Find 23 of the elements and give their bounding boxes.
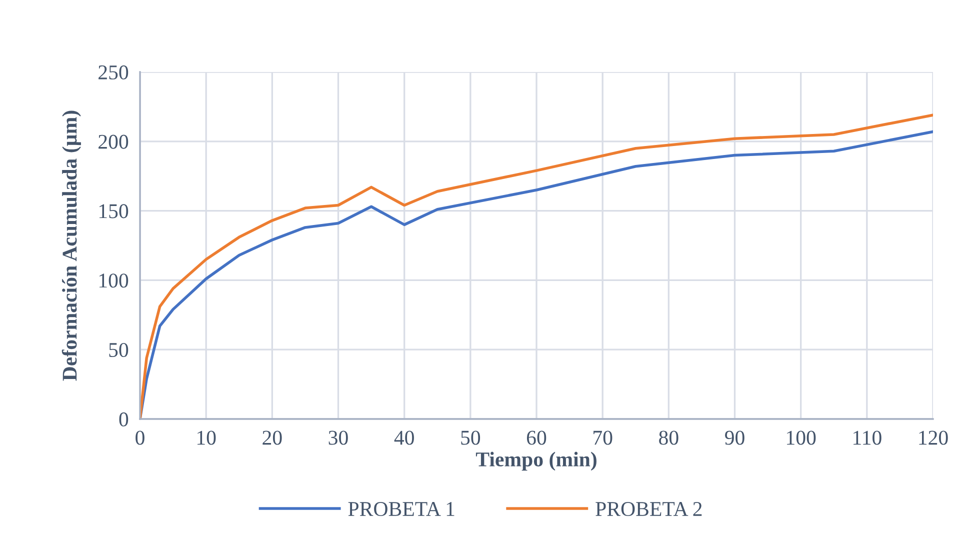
x-tick-label: 80	[659, 430, 678, 445]
x-tick-label: 90	[725, 430, 744, 445]
x-tick-label: 10	[198, 430, 216, 445]
x-tick-label: 20	[262, 430, 282, 445]
x-tick-label: 0	[136, 430, 144, 445]
x-axis-title: Tiempo (min)	[476, 452, 596, 471]
x-tick-label: 120	[919, 430, 948, 445]
x-tick-label: 110	[854, 430, 882, 445]
x-tick-label: 50	[461, 430, 480, 445]
legend-label: PROBETA 2	[596, 502, 702, 516]
x-tick-label: 70	[594, 430, 612, 445]
x-tick-label: 30	[328, 430, 348, 445]
y-axis-title: Deformación Acumulada (µm)	[62, 110, 81, 381]
x-tick-label: 40	[394, 430, 414, 445]
y-tick-label: 0	[119, 412, 128, 426]
y-tick-label: 200	[98, 134, 128, 149]
x-tick-label: 100	[787, 430, 816, 445]
y-tick-label: 150	[99, 204, 128, 218]
legend-label: PROBETA 1	[348, 502, 454, 516]
y-tick-label: 100	[99, 274, 128, 288]
y-tick-label: 50	[109, 342, 128, 358]
x-tick-label: 60	[526, 430, 546, 445]
y-tick-label: 250	[98, 65, 128, 80]
